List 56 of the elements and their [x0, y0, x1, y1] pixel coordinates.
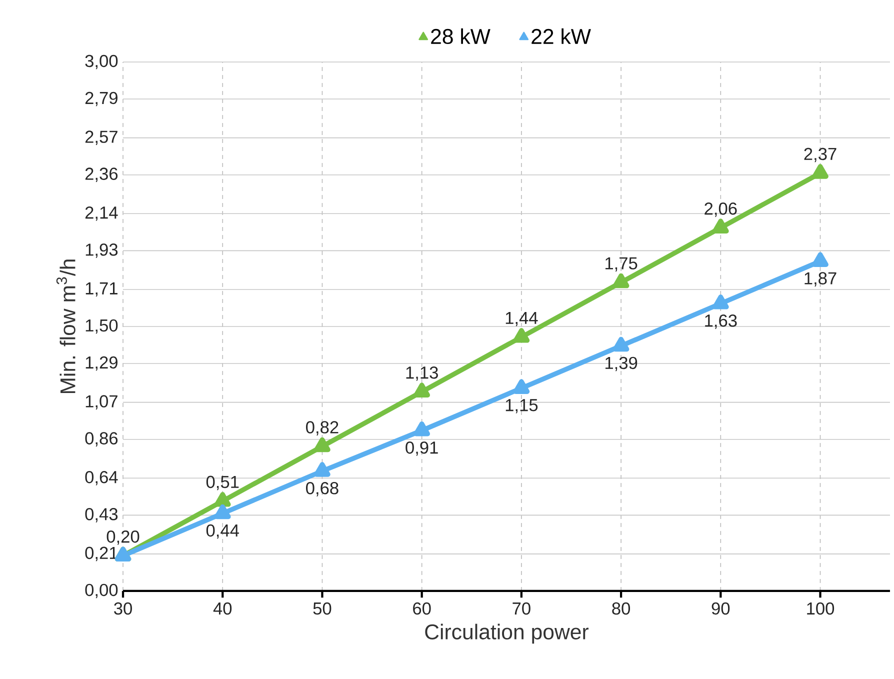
- y-tick-label: 1,71: [86, 282, 118, 297]
- data-label: 0,44: [206, 524, 239, 539]
- point: [314, 437, 330, 452]
- x-tick-label: 50: [313, 602, 332, 615]
- legend-label: 22 kW: [532, 28, 591, 44]
- point: [414, 421, 430, 436]
- data-label: 1,75: [605, 257, 638, 272]
- x-axis-title: Circulation power: [425, 624, 588, 644]
- data-label: 1,13: [406, 366, 438, 381]
- data-label: 2,37: [804, 148, 836, 162]
- y-tick-label: 1,50: [86, 319, 118, 334]
- x-tick-label: 30: [114, 602, 132, 615]
- x-tick-label: 100: [807, 602, 834, 615]
- data-label: 0,20: [106, 530, 140, 545]
- data-label: 1,15: [506, 399, 538, 414]
- data-label: 0,82: [306, 421, 338, 436]
- point: [513, 379, 530, 394]
- y-tick-label: 2,36: [85, 168, 118, 182]
- y-tick-label: 2,79: [85, 92, 118, 106]
- x-tick-label: 40: [213, 602, 232, 615]
- x-tick-label: 60: [413, 602, 431, 615]
- data-label: 0,91: [406, 441, 438, 456]
- y-tick-label: 0,64: [85, 470, 118, 486]
- legend-label: 28 kW: [431, 28, 490, 44]
- x-tick-label: 90: [712, 602, 730, 615]
- data-label: 2,06: [704, 202, 737, 217]
- point: [414, 382, 430, 398]
- point: [314, 462, 330, 477]
- y-tick-label: 1,29: [86, 356, 118, 371]
- data-label: 1,87: [804, 272, 836, 287]
- y-axis-title: Min. flow m$^{3}$/h: [56, 260, 76, 394]
- y-tick-label: 0,43: [85, 508, 118, 522]
- point: [612, 336, 630, 352]
- point: [812, 252, 828, 267]
- point: [612, 273, 630, 288]
- point: [214, 492, 231, 507]
- point: [712, 294, 729, 310]
- data-label: 1,44: [506, 312, 538, 326]
- y-tick-label: 3,00: [85, 54, 118, 70]
- y-tick-label: 1,93: [86, 244, 118, 258]
- data-label: 1,39: [605, 356, 638, 372]
- point: [712, 218, 729, 234]
- point: [812, 164, 828, 179]
- data-label: 0,51: [206, 476, 239, 490]
- data-label: 0,68: [306, 482, 338, 496]
- point: [214, 504, 231, 520]
- y-tick-label: 0,21: [85, 546, 118, 562]
- y-tick-label: 0,86: [85, 432, 118, 447]
- x-tick-label: 70: [512, 602, 530, 615]
- x-tick-label: 80: [612, 602, 630, 615]
- y-tick-label: 2,14: [85, 206, 118, 221]
- data-label: 1,63: [705, 314, 737, 329]
- y-tick-label: 0,00: [85, 584, 118, 598]
- y-tick-label: 1,07: [86, 395, 118, 410]
- y-tick-label: 2,57: [85, 130, 118, 145]
- point: [513, 328, 530, 343]
